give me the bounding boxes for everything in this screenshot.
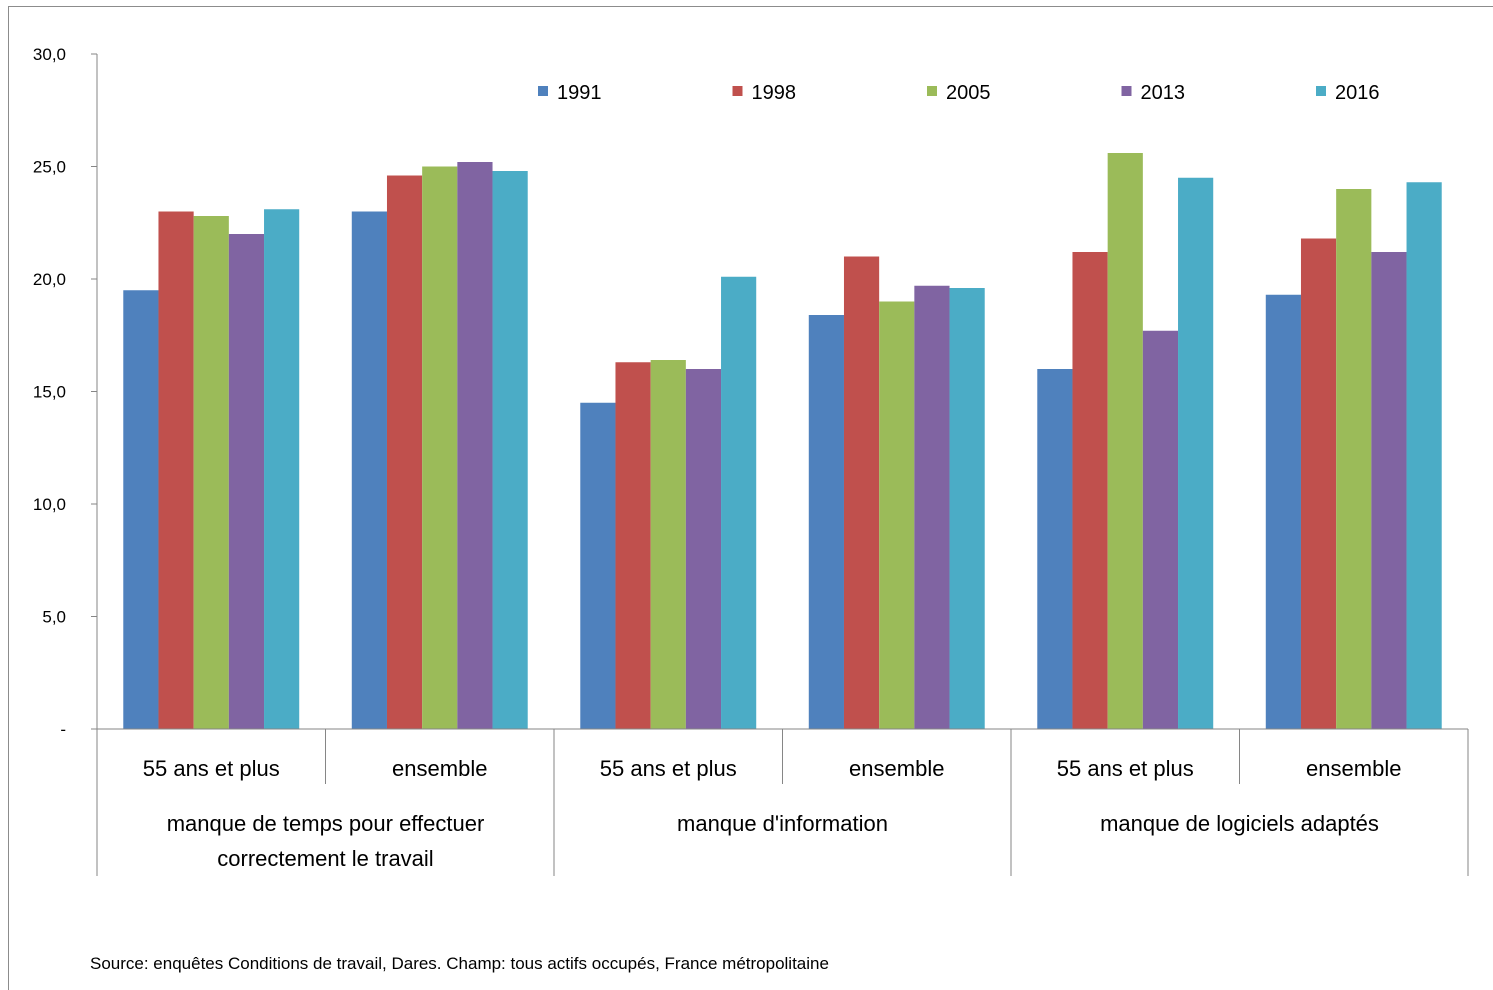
y-tick-label: 20,0: [33, 270, 66, 289]
bar-2005-category-0: [193, 216, 229, 729]
bar-1991-category-5: [1265, 294, 1301, 729]
bar-1991-category-2: [580, 402, 616, 729]
bar-2005-category-3: [879, 301, 915, 729]
legend-label: 1991: [557, 82, 602, 104]
legend-swatch-1998: [732, 86, 743, 96]
bar-2016-category-3: [949, 288, 985, 729]
bar-1998-category-4: [1072, 252, 1108, 729]
x-category-label: ensemble: [1306, 756, 1401, 781]
bar-1991-category-4: [1037, 369, 1073, 729]
y-tick-label: 10,0: [33, 495, 66, 514]
y-tick-label: 15,0: [33, 383, 66, 402]
bar-2005-category-4: [1107, 153, 1143, 729]
bar-1991-category-3: [808, 315, 844, 729]
x-category-label: ensemble: [392, 756, 487, 781]
legend-swatch-2013: [1121, 86, 1132, 96]
legend-swatch-2016: [1316, 86, 1326, 96]
x-category-label: ensemble: [849, 756, 944, 781]
bar-1991-category-1: [351, 211, 387, 729]
legend: 1991 1998 2005 2013 2016: [538, 82, 1380, 104]
bar-1998-category-1: [386, 175, 423, 729]
x-group-label: manque de logiciels adaptés: [1100, 811, 1379, 836]
bar-2005-category-2: [650, 360, 686, 729]
legend-label: 1998: [752, 82, 797, 104]
bar-2016-category-4: [1178, 177, 1214, 729]
bar-2016-category-0: [264, 209, 300, 729]
bar-2005-category-5: [1336, 189, 1372, 729]
y-tick-label: 5,0: [42, 608, 66, 627]
bar-2013-category-1: [457, 162, 493, 729]
bar-2013-category-4: [1142, 330, 1179, 729]
bar-1991-category-0: [123, 290, 159, 729]
source-note: Source: enquêtes Conditions de travail, …: [90, 954, 829, 973]
bar-1998-category-2: [615, 362, 651, 729]
legend-swatch-1991: [538, 86, 548, 96]
bar-2016-category-5: [1406, 182, 1442, 729]
x-group-label: manque d'information: [677, 811, 888, 836]
bar-2013-category-2: [685, 369, 722, 729]
bar-1998-category-5: [1300, 238, 1337, 729]
y-tick-label: -: [60, 720, 66, 739]
bar-2016-category-2: [721, 276, 757, 729]
bar-2005-category-1: [422, 166, 458, 729]
bar-2013-category-5: [1371, 252, 1407, 729]
legend-label: 2013: [1141, 82, 1186, 104]
y-tick-label: 25,0: [33, 158, 66, 177]
bar-2016-category-1: [492, 171, 528, 729]
legend-label: 2016: [1335, 82, 1380, 104]
bar-2013-category-0: [228, 234, 265, 729]
bar-2013-category-3: [914, 285, 950, 729]
bar-1998-category-3: [843, 256, 880, 729]
x-category-label: 55 ans et plus: [600, 756, 737, 781]
chart-frame: [8, 6, 1493, 990]
y-tick-label: 30,0: [33, 45, 66, 64]
x-group-label: correctement le travail: [217, 846, 433, 871]
legend-label: 2005: [946, 82, 991, 104]
x-category-label: 55 ans et plus: [143, 756, 280, 781]
legend-swatch-2005: [927, 86, 937, 96]
x-group-label: manque de temps pour effectuer: [167, 811, 485, 836]
x-category-label: 55 ans et plus: [1057, 756, 1194, 781]
bar-1998-category-0: [158, 211, 194, 729]
